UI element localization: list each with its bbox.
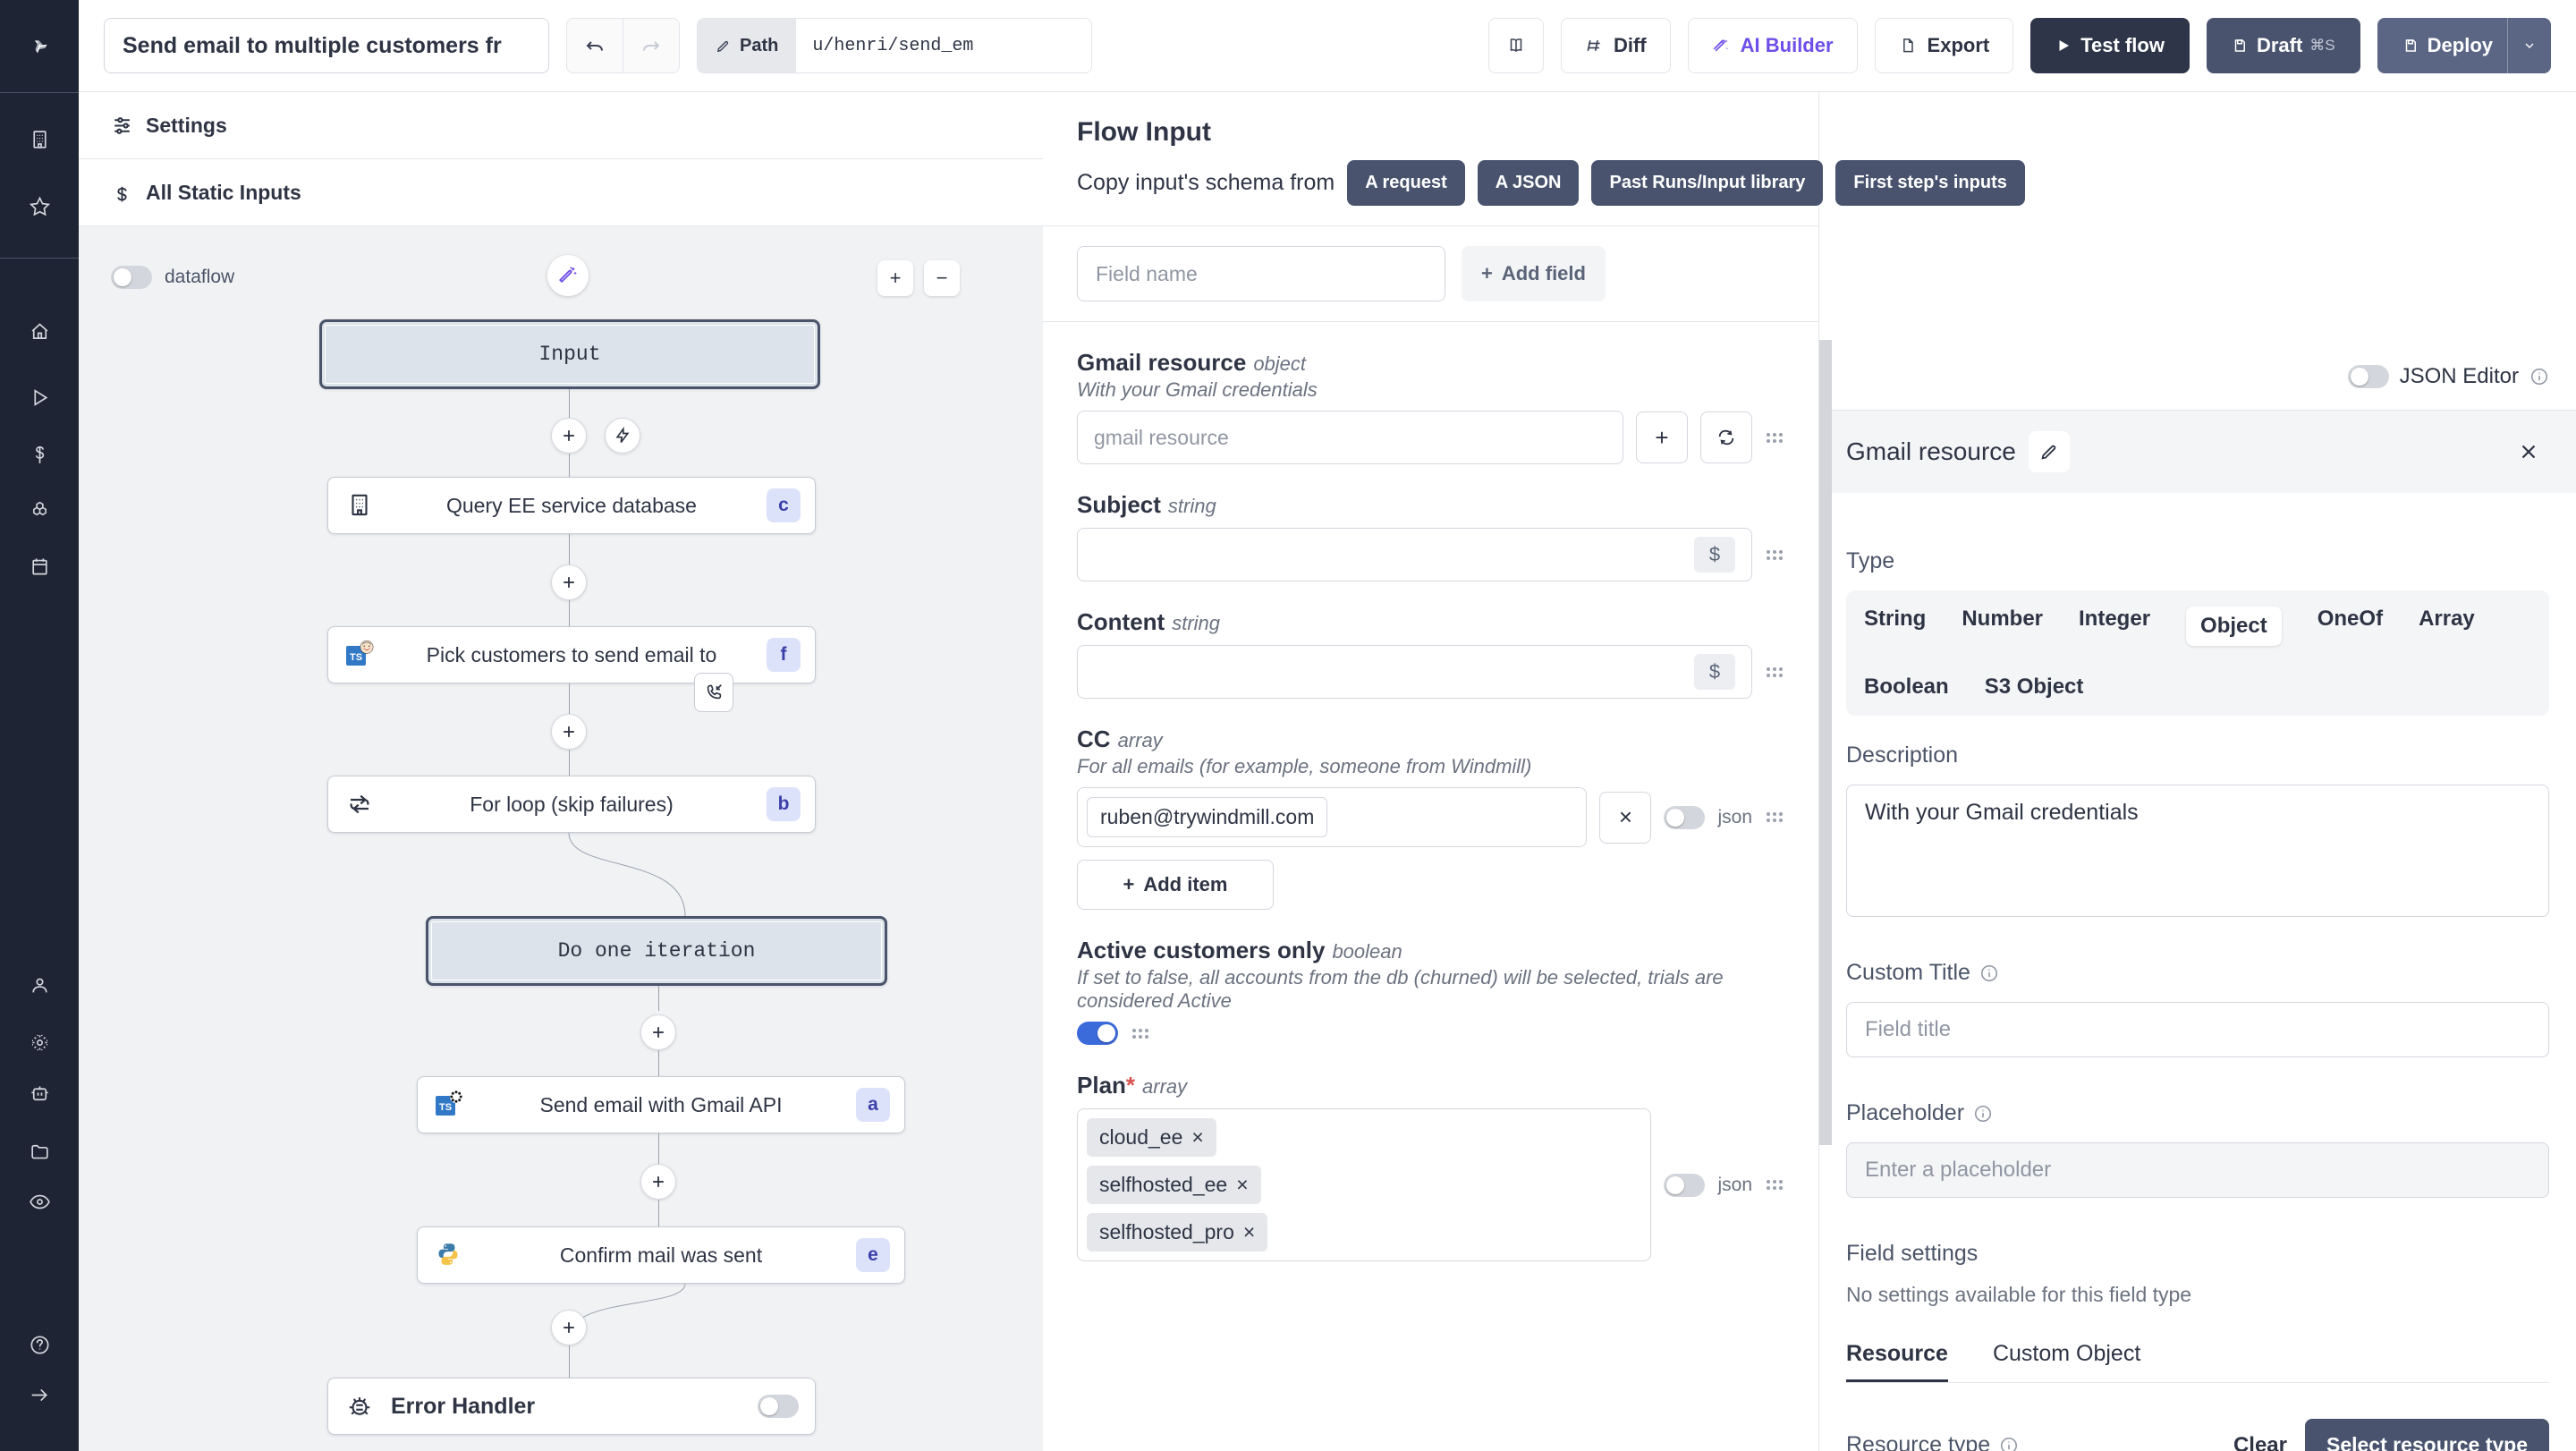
svg-text:TS: TS	[350, 652, 362, 663]
svg-text:TS: TS	[439, 1102, 452, 1113]
